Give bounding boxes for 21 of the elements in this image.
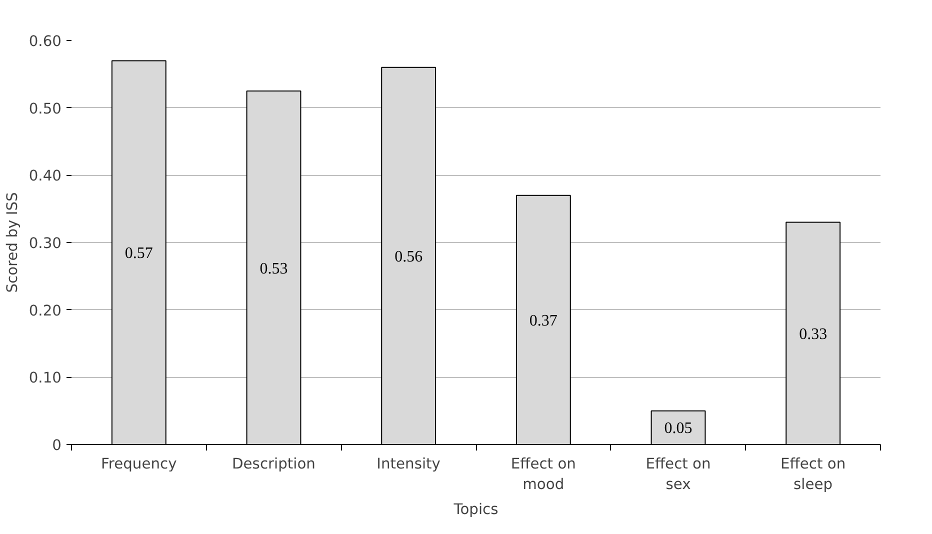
y-tick-label: 0.50 [28,100,62,118]
y-tick-label: 0.10 [28,370,62,387]
data-label: 0.37 [529,312,558,330]
y-tick-label: 0.20 [28,302,62,320]
x-tick-label: Effect on sex [646,456,711,493]
y-tick-label: 0.60 [28,33,62,50]
data-label: 0.56 [394,248,423,266]
y-tick-label: 0.40 [28,168,62,185]
data-label: 0.33 [799,326,828,343]
x-axis-title: Topics [452,500,498,518]
x-tick-label: Description [232,456,316,472]
x-tick-label: Intensity [376,456,441,472]
y-axis-title: Scored by ISS [4,192,21,293]
data-label: 0.05 [664,420,692,438]
y-tick-label: 0.30 [28,235,62,252]
x-tick-label: Frequency [101,456,178,472]
x-tick-label: Effect on sleep [780,456,846,493]
x-tick-label: Effect on mood [510,456,576,493]
data-label: 0.53 [260,260,288,278]
y-tick-label: 0 [52,437,62,454]
data-label: 0.57 [124,245,153,262]
